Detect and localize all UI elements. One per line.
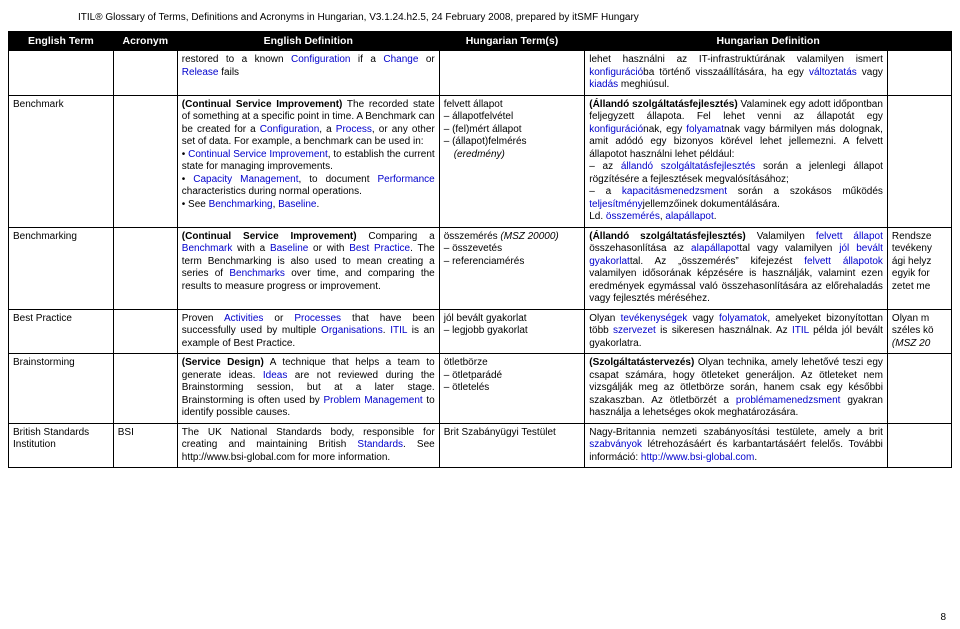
cell-extra: Rendsze tevékeny ági helyz egyik for zet…: [887, 227, 951, 309]
col-english-term: English Term: [9, 32, 114, 51]
col-hungarian-term: Hungarian Term(s): [439, 32, 585, 51]
cell-hunterm: jól bevált gyakorlat legjobb gyakorlat: [439, 309, 585, 354]
cell-term: Best Practice: [9, 309, 114, 354]
cell-endef: (Continual Service Improvement) The reco…: [177, 95, 439, 227]
cell-endef: (Continual Service Improvement) Comparin…: [177, 227, 439, 309]
cell-hunterm: ötletbörze ötletparádé ötletelés: [439, 354, 585, 424]
table-row: Brainstorming (Service Design) A techniq…: [9, 354, 952, 424]
cell-term: British Standards Institution: [9, 423, 114, 468]
cell-hunterm: összemérés (MSZ 20000) összevetés refere…: [439, 227, 585, 309]
cell-term: Benchmarking: [9, 227, 114, 309]
table-row: British Standards Institution BSI The UK…: [9, 423, 952, 468]
col-acronym: Acronym: [113, 32, 177, 51]
table-row: restored to a known Configuration if a C…: [9, 51, 952, 96]
cell-endef: (Service Design) A technique that helps …: [177, 354, 439, 424]
cell-hudef: Nagy-Britannia nemzeti szabányosítási te…: [585, 423, 888, 468]
cell-endef: The UK National Standards body, responsi…: [177, 423, 439, 468]
page-number: 8: [940, 612, 946, 623]
cell-term: Benchmark: [9, 95, 114, 227]
cell-extra: Olyan m széles kö (MSZ 20: [887, 309, 951, 354]
glossary-table: English Term Acronym English Definition …: [8, 31, 952, 468]
table-row: Best Practice Proven Activities or Proce…: [9, 309, 952, 354]
cell-hudef: Olyan tevékenységek vagy folyamatok, ame…: [585, 309, 888, 354]
cell-hunterm: felvett állapot állapotfelvétel (fel)mér…: [439, 95, 585, 227]
cell-hudef: lehet használni az IT-infrastruktúrának …: [585, 51, 888, 96]
document-page: { "header": { "title": "ITIL® Glossary o…: [0, 0, 960, 629]
col-english-def: English Definition: [177, 32, 439, 51]
cell-hudef: (Szolgáltatástervezés) Olyan technika, a…: [585, 354, 888, 424]
cell-endef: Proven Activities or Processes that have…: [177, 309, 439, 354]
cell-hudef: (Állandó szolgáltatásfejlesztés) Valamil…: [585, 227, 888, 309]
cell-endef: restored to a known Configuration if a C…: [177, 51, 439, 96]
cell-acronym: BSI: [113, 423, 177, 468]
cell-term: Brainstorming: [9, 354, 114, 424]
table-row: Benchmark (Continual Service Improvement…: [9, 95, 952, 227]
table-header-row: English Term Acronym English Definition …: [9, 32, 952, 51]
doc-header-title: ITIL® Glossary of Terms, Definitions and…: [8, 12, 952, 23]
table-row: Benchmarking (Continual Service Improvem…: [9, 227, 952, 309]
cell-hunterm: Brit Szabányügyi Testület: [439, 423, 585, 468]
col-hungarian-def: Hungarian Definition: [585, 32, 952, 51]
cell-hudef: (Állandó szolgáltatásfejlesztés) Valamin…: [585, 95, 888, 227]
